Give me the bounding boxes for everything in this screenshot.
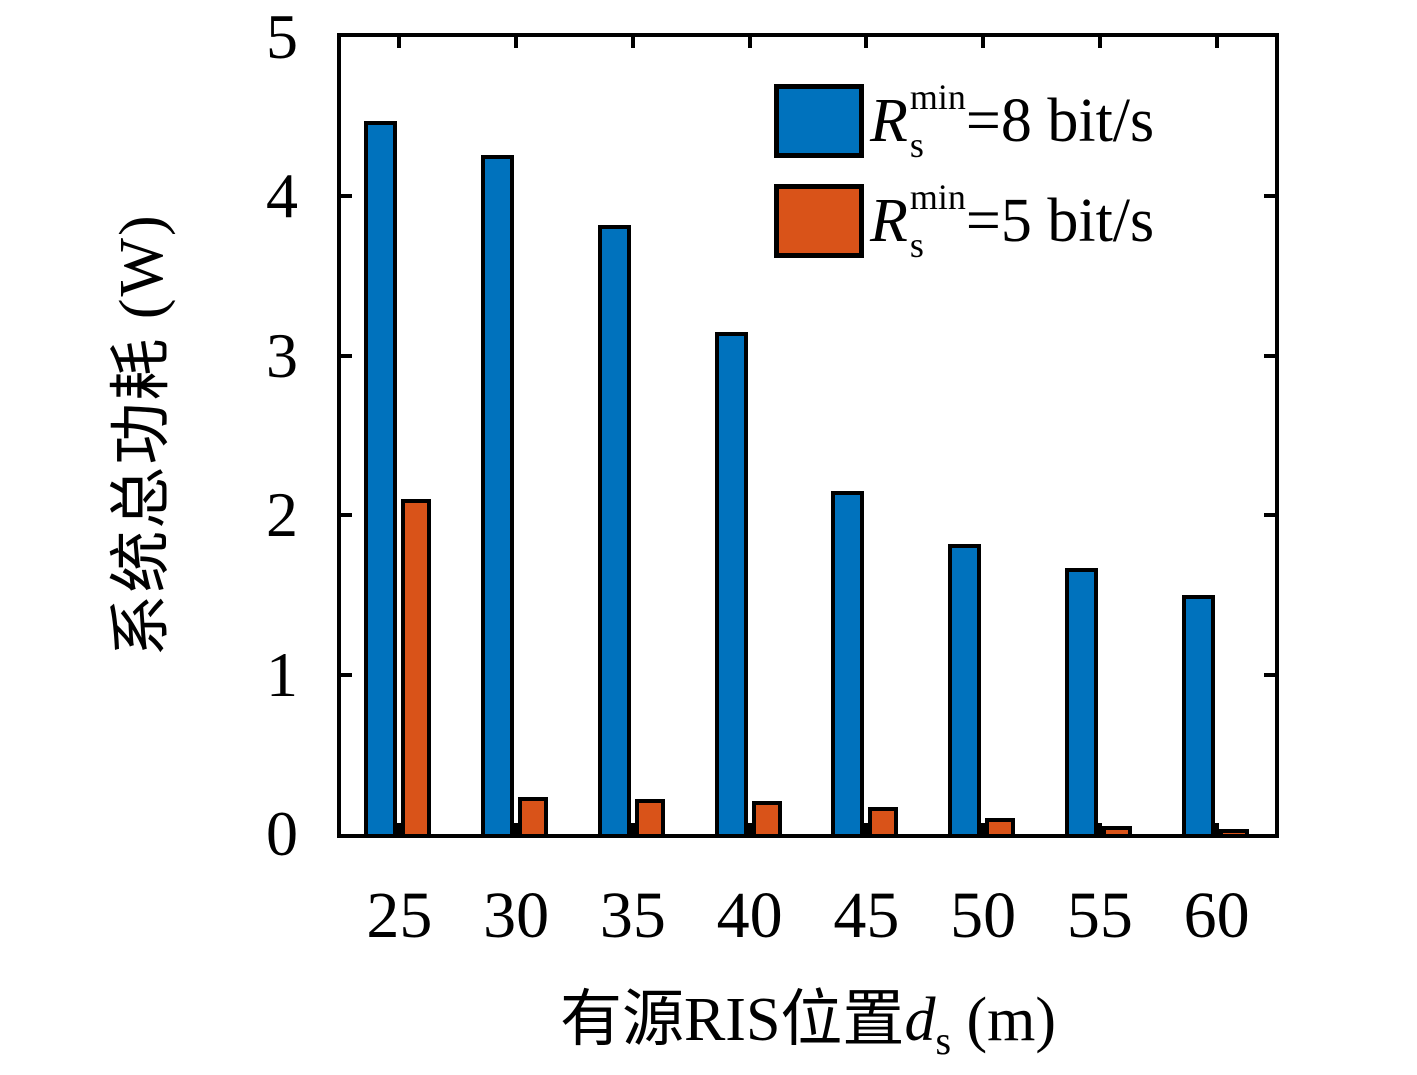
y-tick-left (341, 194, 352, 199)
y-tick-label: 1 (266, 638, 298, 710)
x-tick-top (747, 37, 752, 48)
bar-orange-x45 (868, 806, 899, 834)
y-tick-right (1264, 672, 1275, 677)
x-tick-bottom (747, 823, 752, 834)
y-tick-label: 4 (266, 160, 298, 232)
bar-orange-x25 (401, 499, 432, 834)
bar-blue-x50 (948, 543, 982, 834)
legend-supsub: min s (909, 177, 966, 265)
x-tick-bottom (864, 823, 869, 834)
x-tick-label: 35 (599, 879, 666, 952)
x-axis-label-suffix: (m) (951, 986, 1057, 1054)
y-tick-right (1264, 513, 1275, 518)
x-tick-bottom (397, 823, 402, 834)
bar-orange-x60 (1218, 829, 1249, 834)
bar-orange-x35 (634, 798, 665, 834)
x-axis-label-variable: d (904, 986, 936, 1054)
x-tick-top (1214, 37, 1219, 48)
y-tick-right (1264, 353, 1275, 358)
x-tick-label: 40 (716, 879, 783, 952)
x-tick-label: 50 (950, 879, 1017, 952)
x-axis-label-subscript: s (935, 1018, 952, 1063)
bar-blue-x40 (714, 331, 748, 834)
x-tick-top (864, 37, 869, 48)
x-tick-bottom (514, 823, 519, 834)
x-tick-top (397, 37, 402, 48)
x-tick-top (1097, 37, 1102, 48)
legend-supsub: min s (909, 77, 966, 165)
y-axis-label: 系统总功耗 (W) (108, 213, 176, 657)
legend-math-symbol: R (870, 87, 908, 155)
bar-orange-x40 (751, 800, 782, 834)
y-tick-left (341, 353, 352, 358)
x-tick-label: 55 (1066, 879, 1133, 952)
bar-blue-x45 (831, 491, 865, 834)
y-tick-label: 2 (266, 479, 298, 551)
y-tick-label: 3 (266, 319, 298, 391)
x-axis-label-prefix: 有源RIS位置 (559, 986, 905, 1054)
y-tick-left (341, 672, 352, 677)
y-tick-right (1264, 194, 1275, 199)
x-tick-label: 30 (483, 879, 550, 952)
x-tick-label: 25 (366, 879, 433, 952)
bar-blue-x35 (597, 225, 631, 834)
x-tick-bottom (981, 823, 986, 834)
legend-math-symbol: R (870, 187, 908, 255)
legend-value-text: =8 bit/s (965, 87, 1155, 155)
x-tick-label: 45 (833, 879, 900, 952)
x-tick-label: 60 (1183, 879, 1250, 952)
x-tick-bottom (1214, 823, 1219, 834)
x-tick-bottom (1097, 823, 1102, 834)
legend-swatch-blue (774, 84, 864, 158)
x-tick-top (630, 37, 635, 48)
x-tick-bottom (630, 823, 635, 834)
bar-orange-x55 (1101, 826, 1132, 834)
bar-blue-x60 (1181, 594, 1215, 834)
bar-orange-x50 (985, 818, 1016, 834)
x-axis-label: 有源RIS位置ds (m) (560, 968, 1056, 1064)
y-tick-left (341, 513, 352, 518)
bar-blue-x55 (1064, 567, 1098, 834)
bar-orange-x30 (518, 797, 549, 834)
y-tick-label: 0 (266, 798, 298, 869)
bar-blue-x25 (364, 121, 398, 834)
x-tick-top (514, 37, 519, 48)
legend-swatch-orange (774, 184, 864, 258)
bar-blue-x30 (481, 154, 515, 834)
y-tick-label: 5 (266, 1, 298, 72)
x-tick-top (981, 37, 986, 48)
legend-value-text: =5 bit/s (965, 187, 1155, 255)
